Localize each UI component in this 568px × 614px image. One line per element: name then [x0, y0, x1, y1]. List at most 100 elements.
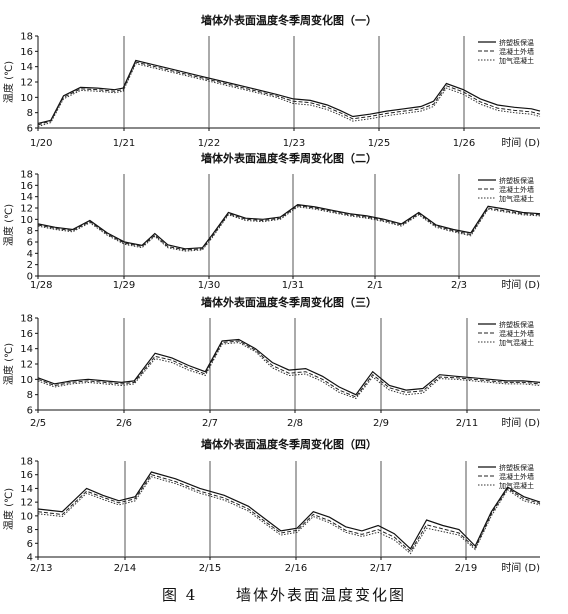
chart-title: 墙体外表面温度冬季周变化图（一） [201, 13, 377, 27]
chart-panel-3: 墙体外表面温度冬季周变化图（三） 6 8 10 12 14 16 18 温度 (℃) 2/5 2/6… [2, 295, 540, 429]
x-axis-label: 时间 (D) [501, 278, 540, 291]
y-axis-label: 温度 (℃) [2, 343, 15, 385]
y-tick-label: 10 [20, 375, 33, 386]
y-tick-label: 0 [27, 272, 33, 283]
legend-entry: 挤塑板保温 [499, 38, 534, 47]
legend-entry: 加气混凝土 [499, 481, 534, 490]
y-tick-label: 12 [20, 360, 33, 371]
y-tick-label: 10 [20, 511, 33, 522]
legend-entry: 挤塑板保温 [499, 463, 534, 472]
y-tick-label: 16 [20, 470, 33, 481]
y-tick-label: 16 [20, 181, 33, 192]
series-line-3 [37, 476, 541, 555]
series-line-3 [37, 341, 541, 400]
x-axis-label: 时间 (D) [501, 561, 540, 574]
x-tick-label: 2/17 [370, 563, 392, 574]
y-tick-label: 8 [27, 525, 33, 536]
x-tick-label: 1/23 [283, 138, 305, 149]
x-tick-label: 1/25 [368, 138, 390, 149]
y-axis-label: 温度 (℃) [2, 488, 15, 530]
y-tick-label: 12 [20, 204, 33, 215]
y-tick-label: 14 [20, 484, 33, 495]
x-tick-label: 1/29 [113, 280, 135, 291]
x-axis-label: 时间 (D) [501, 416, 540, 429]
x-tick-label: 1/30 [198, 280, 220, 291]
series-line-2 [37, 474, 541, 553]
x-tick-label: 2/16 [285, 563, 307, 574]
legend-entry: 加气混凝土 [499, 56, 534, 65]
y-tick-label: 8 [27, 226, 33, 237]
x-tick-label: 2/9 [373, 418, 389, 429]
y-tick-label: 4 [27, 249, 33, 260]
chart-panel-4: 墙体外表面温度冬季周变化图（四） 4 6 8 10 12 14 16 18 温度 (℃) 2/13 2… [2, 437, 541, 574]
x-tick-label: 2/14 [114, 563, 136, 574]
y-tick-label: 6 [27, 406, 33, 417]
series-line-1 [37, 59, 541, 124]
legend-entry: 加气混凝土 [499, 338, 534, 347]
x-tick-label: 1/28 [30, 280, 52, 291]
y-tick-label: 18 [20, 457, 33, 468]
x-tick-label: 2/11 [456, 418, 478, 429]
x-tick-label: 1/31 [282, 280, 304, 291]
x-tick-label: 2/19 [455, 563, 477, 574]
x-tick-label: 1/21 [113, 138, 135, 149]
x-tick-label: 1/22 [198, 138, 220, 149]
y-tick-label: 8 [27, 108, 33, 119]
y-tick-label: 16 [20, 329, 33, 340]
x-tick-label: 2/8 [287, 418, 303, 429]
y-tick-label: 14 [20, 192, 33, 203]
y-tick-label: 12 [20, 498, 33, 509]
series-line-1 [37, 471, 541, 550]
x-tick-label: 2/1 [367, 280, 383, 291]
legend-entry: 挤塑板保温 [499, 320, 534, 329]
chart-title: 墙体外表面温度冬季周变化图（三） [201, 295, 377, 309]
y-tick-label: 6 [27, 238, 33, 249]
y-tick-label: 10 [20, 215, 33, 226]
y-tick-label: 2 [27, 260, 33, 271]
x-tick-label: 2/3 [451, 280, 467, 291]
chart-panel-1: 墙体外表面温度冬季周变化图（一） 6 8 10 12 14 16 18 温度 (℃) 1/20 1/… [2, 13, 541, 149]
legend-entry: 加气混凝土 [499, 194, 534, 203]
y-tick-label: 18 [20, 314, 33, 325]
series-line-2 [37, 340, 541, 398]
y-tick-label: 18 [20, 170, 33, 181]
series-line-1 [37, 338, 541, 396]
y-tick-label: 6 [27, 539, 33, 550]
series-line-3 [37, 206, 541, 252]
legend-entry: 混凝土外墙 [499, 472, 534, 481]
y-tick-label: 8 [27, 390, 33, 401]
y-axis-label: 温度 (℃) [2, 204, 15, 246]
chart-title: 墙体外表面温度冬季周变化图（二） [201, 151, 377, 165]
y-tick-label: 16 [20, 47, 33, 58]
figure-caption-text: 墙体外表面温度变化图 [236, 586, 407, 604]
series-line-3 [37, 63, 541, 127]
figure-caption: 图 4 墙体外表面温度变化图 [0, 584, 568, 605]
figure-caption-number: 图 4 [161, 586, 198, 604]
y-tick-label: 14 [20, 62, 33, 73]
x-axis-label: 时间 (D) [501, 136, 540, 149]
y-tick-label: 12 [20, 78, 33, 89]
y-tick-label: 10 [20, 93, 33, 104]
x-tick-label: 1/26 [453, 138, 475, 149]
y-tick-label: 6 [27, 124, 33, 135]
y-tick-label: 14 [20, 344, 33, 355]
y-tick-label: 4 [27, 553, 33, 564]
series-line-2 [37, 61, 541, 126]
legend-entry: 挤塑板保温 [499, 176, 534, 185]
chart-title: 墙体外表面温度冬季周变化图（四） [201, 437, 377, 451]
y-axis-label: 温度 (℃) [2, 61, 15, 103]
x-tick-label: 2/5 [30, 418, 46, 429]
legend-entry: 混凝土外墙 [499, 185, 534, 194]
series-line-1 [37, 203, 541, 250]
legend-entry: 混凝土外墙 [499, 329, 534, 338]
x-tick-label: 2/6 [116, 418, 132, 429]
legend-entry: 混凝土外墙 [499, 47, 534, 56]
x-tick-label: 2/15 [199, 563, 221, 574]
y-tick-label: 18 [20, 32, 33, 43]
x-tick-label: 2/7 [202, 418, 218, 429]
x-tick-label: 1/20 [30, 138, 52, 149]
series-line-2 [37, 205, 541, 251]
x-tick-label: 2/13 [30, 563, 52, 574]
